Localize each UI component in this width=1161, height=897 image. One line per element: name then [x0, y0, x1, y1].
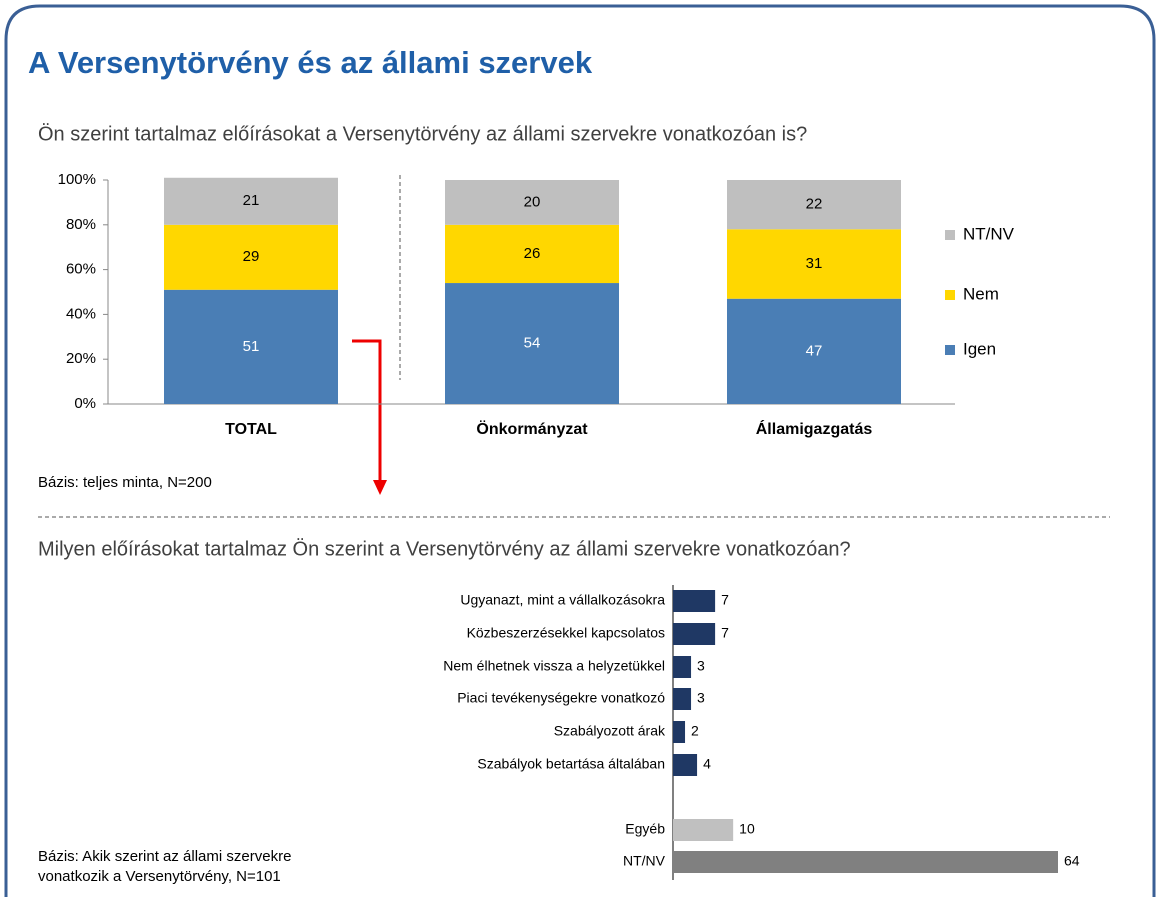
bar — [673, 721, 686, 743]
y-tick-label: 100% — [58, 171, 96, 188]
bar-segment — [445, 180, 619, 225]
bar-segment — [727, 229, 901, 299]
legend-label: Nem — [963, 284, 999, 303]
category-label: Nem élhetnek vissza a helyzetükkel — [443, 658, 665, 674]
bar-segment — [164, 177, 338, 225]
y-tick-label: 40% — [66, 305, 96, 322]
category-label: Közbeszerzésekkel kapcsolatos — [467, 625, 665, 641]
bar — [673, 623, 716, 645]
bar — [673, 590, 716, 612]
slide-title: A Versenytörvény és az állami szervek — [28, 45, 593, 80]
arrow — [352, 339, 382, 482]
bar — [673, 851, 1058, 873]
category-label: NT/NV — [623, 853, 666, 869]
data-label: 2 — [691, 723, 699, 739]
legend-label: Igen — [963, 339, 996, 358]
category-label: Piaci tevékenységekre vonatkozó — [457, 690, 665, 706]
data-label: 3 — [697, 658, 705, 674]
y-tick-label: 20% — [66, 350, 96, 367]
legend-swatch — [945, 290, 955, 300]
category-label: Szabályozott árak — [554, 723, 666, 739]
category-label: Egyéb — [625, 821, 665, 837]
bar-segment — [727, 180, 901, 230]
data-label: 47 — [806, 342, 823, 359]
y-tick-label: 80% — [66, 216, 96, 233]
bar-segment — [164, 224, 338, 290]
bar — [673, 688, 692, 710]
legend-swatch — [945, 345, 955, 355]
data-label: 20 — [524, 193, 541, 210]
arrow-head — [373, 480, 387, 495]
data-label: 3 — [697, 690, 705, 706]
data-label: 4 — [703, 756, 711, 772]
y-tick-label: 60% — [66, 261, 96, 278]
bar — [673, 819, 734, 841]
legend-swatch — [945, 230, 955, 240]
x-tick-label: TOTAL — [225, 421, 277, 438]
bar-segment — [445, 224, 619, 284]
y-tick-label: 0% — [74, 395, 96, 412]
data-label: 7 — [721, 625, 729, 641]
data-label: 22 — [806, 196, 823, 213]
chart-title: Ön szerint tartalmaz előírásokat a Verse… — [38, 123, 807, 145]
bar-segment — [727, 298, 901, 404]
data-label: 64 — [1064, 853, 1080, 869]
note: vonatkozik a Versenytörvény, N=101 — [38, 868, 281, 885]
note: Bázis: teljes minta, N=200 — [38, 474, 212, 491]
bar-segment — [445, 283, 619, 404]
category-label: Ugyanazt, mint a vállalkozásokra — [460, 592, 665, 608]
slide-frame — [4, 4, 1156, 897]
x-tick-label: Önkormányzat — [476, 419, 588, 438]
data-label: 29 — [243, 248, 260, 265]
data-label: 31 — [806, 255, 823, 272]
category-label: Szabályok betartása általában — [477, 756, 665, 772]
x-tick-label: Államigazgatás — [756, 419, 873, 438]
data-label: 51 — [243, 338, 260, 355]
data-label: 54 — [524, 334, 541, 351]
data-label: 26 — [524, 245, 541, 262]
data-label: 21 — [243, 192, 260, 209]
data-label: 10 — [739, 821, 755, 837]
chart-title: Milyen előírásokat tartalmaz Ön szerint … — [38, 538, 851, 560]
bar — [673, 754, 698, 776]
bar — [673, 656, 692, 678]
data-label: 7 — [721, 592, 729, 608]
legend-label: NT/NV — [963, 224, 1015, 243]
note: Bázis: Akik szerint az állami szervekre — [38, 848, 291, 865]
bar-segment — [164, 289, 338, 404]
